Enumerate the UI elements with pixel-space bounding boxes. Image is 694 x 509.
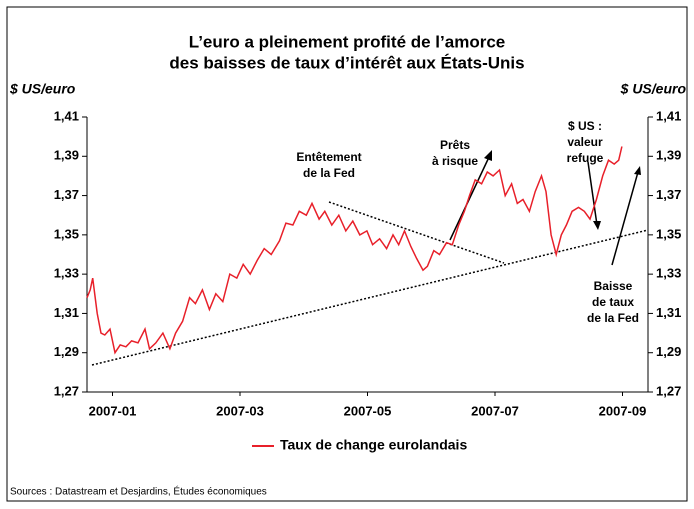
x-tick-label: 2007-05	[344, 403, 392, 418]
source: Sources : Datastream et Desjardins, Étud…	[10, 485, 267, 498]
y2-tick-label: 1,29	[656, 344, 681, 359]
y2-tick-label: 1,35	[656, 226, 681, 241]
series-line	[86, 146, 623, 355]
x-tick-label: 2007-07	[471, 403, 519, 418]
chart-title: L’euro a pleinement profité de l’amorce	[189, 32, 505, 51]
x-tick-label: 2007-03	[216, 403, 264, 418]
annotation: de la Fed	[587, 311, 639, 325]
y2-tick-label: 1,31	[656, 305, 681, 320]
chart-title: des baisses de taux d’intérêt aux États-…	[169, 53, 524, 72]
y-axis-label: $ US/euro	[9, 81, 76, 97]
y-tick-label: 1,39	[54, 148, 79, 163]
y2-tick-label: 1,27	[656, 383, 681, 398]
annotation: refuge	[567, 151, 604, 165]
y-tick-label: 1,27	[54, 383, 79, 398]
y-tick-label: 1,31	[54, 305, 79, 320]
annotation: Baisse	[594, 279, 633, 293]
arrow-head	[484, 150, 492, 161]
annotation: $ US :	[568, 119, 602, 133]
annotation: de taux	[592, 295, 634, 309]
annotation: valeur	[567, 135, 603, 149]
annotation: Prêts	[440, 138, 470, 152]
legend-label: Taux de change eurolandais	[280, 437, 467, 453]
annotation: de la Fed	[303, 166, 355, 180]
trend-line	[328, 201, 505, 264]
annotation: à risque	[432, 154, 478, 168]
arrow-heads	[484, 150, 641, 230]
y-tick-label: 1,29	[54, 344, 79, 359]
x-tick-label: 2007-01	[89, 403, 137, 418]
y2-tick-label: 1,39	[656, 148, 681, 163]
annotation: Entêtement	[296, 150, 361, 164]
y-tick-label: 1,37	[54, 187, 79, 202]
y2-tick-label: 1,33	[656, 266, 681, 281]
y2-tick-label: 1,41	[656, 108, 681, 123]
arrow	[587, 161, 598, 226]
arrow-head	[634, 166, 641, 175]
x-tick-label: 2007-09	[599, 403, 647, 418]
y-tick-label: 1,33	[54, 266, 79, 281]
arrow	[449, 154, 491, 241]
y-tick-label: 1,35	[54, 226, 79, 241]
arrow-head	[593, 221, 601, 230]
arrow	[611, 171, 639, 266]
chart-frame	[6, 6, 688, 502]
y2-axis-label: $ US/euro	[620, 81, 687, 97]
y-tick-label: 1,41	[54, 108, 79, 123]
y2-tick-label: 1,37	[656, 187, 681, 202]
